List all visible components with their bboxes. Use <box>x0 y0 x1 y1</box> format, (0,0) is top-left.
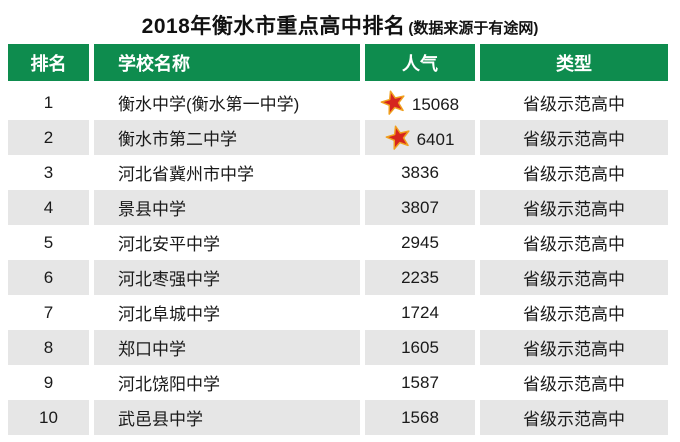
popularity-value: 2235 <box>401 267 439 287</box>
popularity-value: 2945 <box>401 232 439 252</box>
popularity-value: 1724 <box>401 302 439 322</box>
table-row: 6 河北枣强中学 2235 省级示范高中 <box>8 260 668 295</box>
table-row: 1 衡水中学(衡水第一中学) 15068 省级示范高中 <box>8 85 668 120</box>
school-cell: 衡水中学(衡水第一中学) <box>94 85 365 120</box>
popularity-cell: 3836 <box>365 155 480 190</box>
school-cell: 郑口中学 <box>94 330 365 365</box>
rank-cell: 5 <box>8 225 94 260</box>
rank-cell: 3 <box>8 155 94 190</box>
column-header-popularity: 人气 <box>365 44 480 85</box>
rank-cell: 7 <box>8 295 94 330</box>
popularity-cell: 1568 <box>365 400 480 435</box>
table-row: 10 武邑县中学 1568 省级示范高中 <box>8 400 668 435</box>
type-cell: 省级示范高中 <box>480 190 668 225</box>
title-note: (数据来源于有途网) <box>408 20 539 37</box>
ranking-table: 排名 学校名称 人气 类型 1 衡水中学(衡水第一中学) 15068 省级示范高… <box>8 44 668 435</box>
header-row: 排名 学校名称 人气 类型 <box>8 44 668 85</box>
popularity-value: 1605 <box>401 337 439 357</box>
rank-cell: 10 <box>8 400 94 435</box>
popularity-value: 6401 <box>416 130 455 149</box>
popularity-cell: 1605 <box>365 330 480 365</box>
red-star-icon <box>385 125 411 150</box>
column-header-school: 学校名称 <box>94 44 365 85</box>
type-cell: 省级示范高中 <box>480 295 668 330</box>
rank-cell: 8 <box>8 330 94 365</box>
table-row: 7 河北阜城中学 1724 省级示范高中 <box>8 295 668 330</box>
type-cell: 省级示范高中 <box>480 365 668 400</box>
popularity-cell: 2235 <box>365 260 480 295</box>
school-cell: 河北枣强中学 <box>94 260 365 295</box>
page-title: 2018年衡水市重点高中排名 (数据来源于有途网) <box>0 0 680 44</box>
table-row: 4 景县中学 3807 省级示范高中 <box>8 190 668 225</box>
school-cell: 景县中学 <box>94 190 365 225</box>
popularity-cell: 3807 <box>365 190 480 225</box>
table-row: 3 河北省冀州市中学 3836 省级示范高中 <box>8 155 668 190</box>
popularity-cell: 1724 <box>365 295 480 330</box>
rank-cell: 1 <box>8 85 94 120</box>
school-cell: 河北省冀州市中学 <box>94 155 365 190</box>
rank-cell: 2 <box>8 120 94 155</box>
table-header: 排名 学校名称 人气 类型 <box>8 44 668 85</box>
table-row: 5 河北安平中学 2945 省级示范高中 <box>8 225 668 260</box>
type-cell: 省级示范高中 <box>480 85 668 120</box>
type-cell: 省级示范高中 <box>480 225 668 260</box>
rank-cell: 6 <box>8 260 94 295</box>
table-row: 2 衡水市第二中学 6401 省级示范高中 <box>8 120 668 155</box>
table-row: 8 郑口中学 1605 省级示范高中 <box>8 330 668 365</box>
popularity-value: 3836 <box>401 162 439 182</box>
popularity-cell: 6401 <box>365 120 480 155</box>
rank-cell: 9 <box>8 365 94 400</box>
popularity-value: 1587 <box>401 372 439 392</box>
school-cell: 衡水市第二中学 <box>94 120 365 155</box>
column-header-type: 类型 <box>480 44 668 85</box>
popularity-cell: 2945 <box>365 225 480 260</box>
popularity-value: 3807 <box>401 197 439 217</box>
school-cell: 河北安平中学 <box>94 225 365 260</box>
rank-cell: 4 <box>8 190 94 225</box>
popularity-value: 1568 <box>401 407 439 427</box>
title-main: 2018年衡水市重点高中排名 <box>141 15 406 38</box>
type-cell: 省级示范高中 <box>480 120 668 155</box>
type-cell: 省级示范高中 <box>480 155 668 190</box>
column-header-rank: 排名 <box>8 44 94 85</box>
school-cell: 河北饶阳中学 <box>94 365 365 400</box>
popularity-value: 15068 <box>411 95 460 114</box>
red-star-icon <box>380 90 406 115</box>
type-cell: 省级示范高中 <box>480 260 668 295</box>
table-row: 9 河北饶阳中学 1587 省级示范高中 <box>8 365 668 400</box>
popularity-cell: 1587 <box>365 365 480 400</box>
school-cell: 河北阜城中学 <box>94 295 365 330</box>
popularity-cell: 15068 <box>365 85 480 120</box>
school-cell: 武邑县中学 <box>94 400 365 435</box>
type-cell: 省级示范高中 <box>480 330 668 365</box>
type-cell: 省级示范高中 <box>480 400 668 435</box>
table-body: 1 衡水中学(衡水第一中学) 15068 省级示范高中 2 衡水市第二中学 64… <box>8 85 668 435</box>
